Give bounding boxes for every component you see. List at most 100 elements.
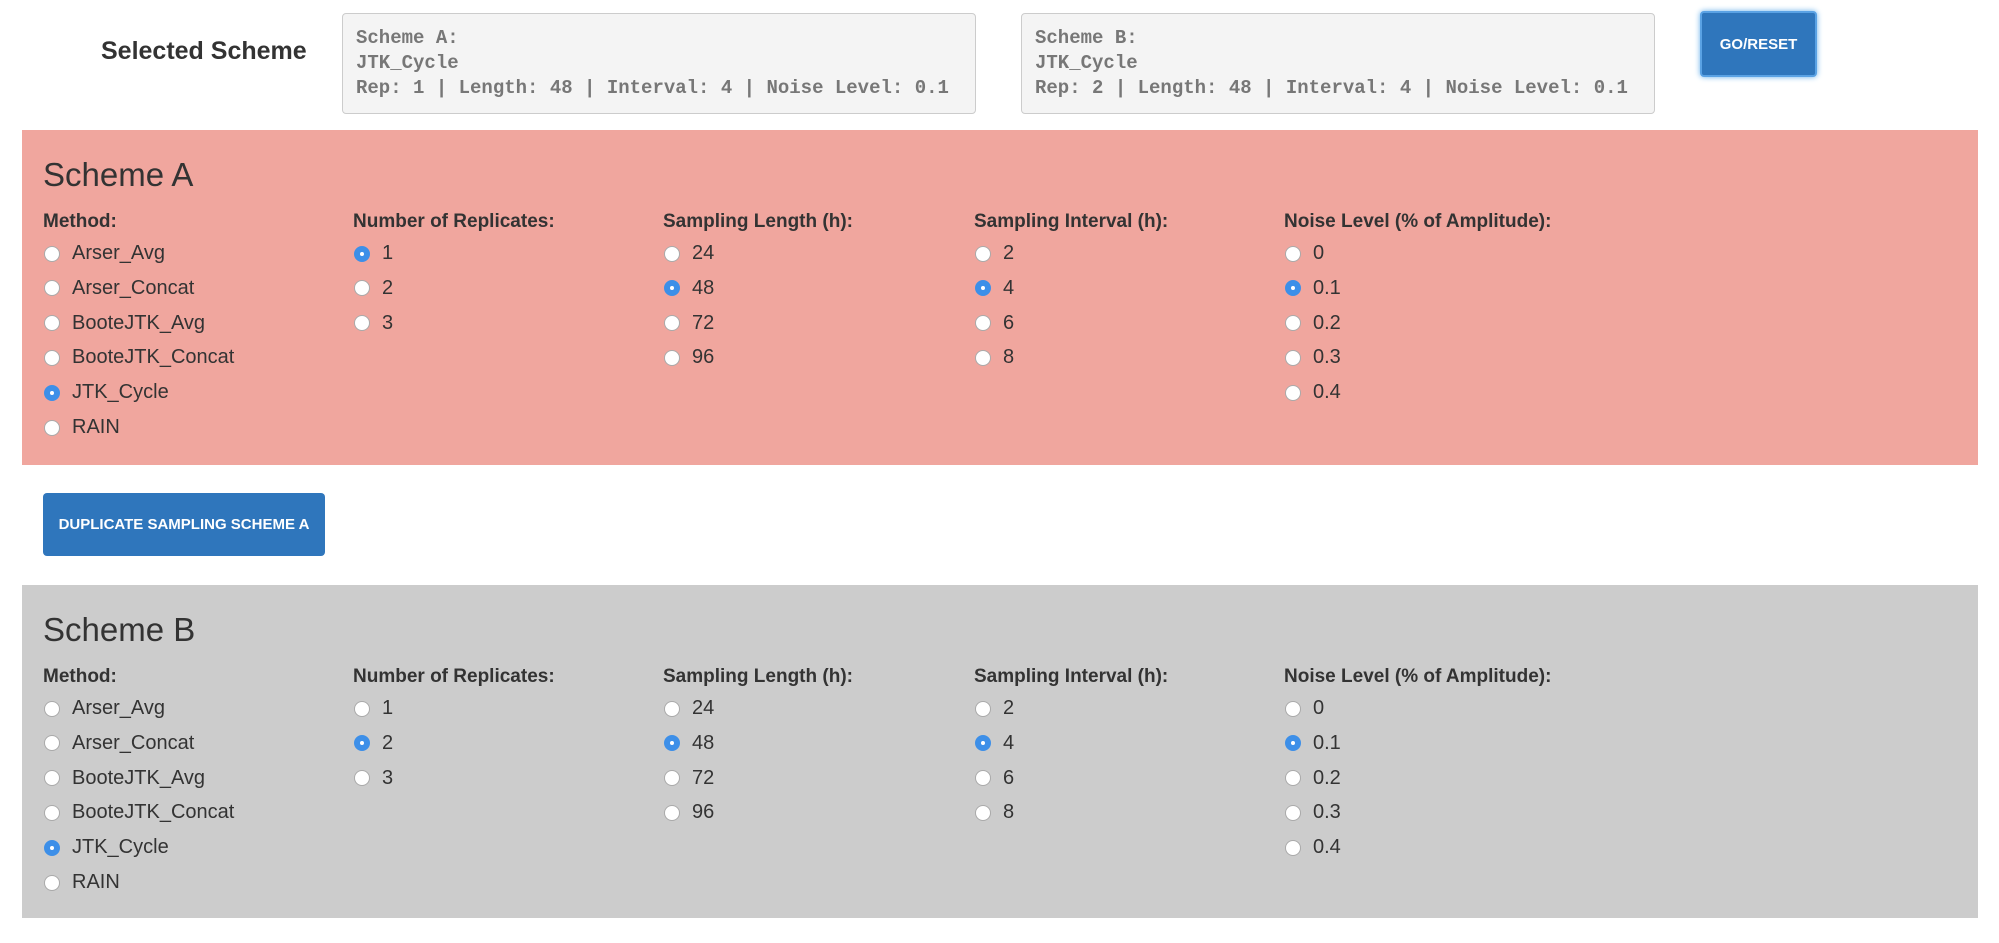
option-label: JTK_Cycle [72, 836, 169, 859]
radio-button[interactable] [354, 770, 370, 787]
radio-option[interactable]: BooteJTK_Avg [44, 767, 205, 790]
radio-button[interactable] [975, 349, 991, 366]
radio-button[interactable] [354, 280, 370, 297]
radio-option[interactable]: Arser_Avg [44, 697, 165, 720]
radio-button[interactable] [664, 245, 680, 262]
radio-button[interactable] [975, 804, 991, 821]
radio-button[interactable] [44, 770, 60, 787]
option-label: 0.1 [1313, 276, 1341, 299]
radio-option[interactable]: RAIN [44, 416, 120, 439]
radio-option[interactable]: 24 [664, 697, 714, 720]
radio-button[interactable] [44, 349, 60, 366]
radio-option[interactable]: 0.4 [1285, 381, 1341, 404]
radio-button[interactable] [1285, 245, 1301, 262]
radio-button[interactable] [664, 280, 680, 297]
radio-option[interactable]: JTK_Cycle [44, 381, 169, 404]
radio-option[interactable]: 0 [1285, 697, 1324, 720]
radio-button[interactable] [44, 874, 60, 891]
radio-button[interactable] [664, 700, 680, 717]
radio-button[interactable] [354, 315, 370, 332]
radio-option[interactable]: 48 [664, 277, 714, 300]
radio-option[interactable]: 4 [975, 277, 1014, 300]
radio-option[interactable]: 48 [664, 732, 714, 755]
radio-button[interactable] [44, 315, 60, 332]
radio-option[interactable]: 4 [975, 732, 1014, 755]
summary-line: Rep: 2 | Length: 48 | Interval: 4 | Nois… [1035, 77, 1628, 99]
radio-option[interactable]: 0 [1285, 242, 1324, 265]
radio-option[interactable]: 0.1 [1285, 277, 1341, 300]
radio-option[interactable]: 2 [975, 242, 1014, 265]
radio-option[interactable]: BooteJTK_Concat [44, 801, 234, 824]
radio-option[interactable]: 3 [354, 767, 393, 790]
group-label: Sampling Interval (h): [974, 666, 1169, 687]
radio-button[interactable] [975, 245, 991, 262]
radio-button[interactable] [44, 280, 60, 297]
radio-button[interactable] [1285, 839, 1301, 856]
radio-option[interactable]: 1 [354, 242, 393, 265]
radio-option[interactable]: 2 [354, 277, 393, 300]
radio-option[interactable]: 96 [664, 801, 714, 824]
radio-option[interactable]: 6 [975, 767, 1014, 790]
radio-option[interactable]: Arser_Concat [44, 732, 194, 755]
radio-button[interactable] [354, 735, 370, 752]
radio-button[interactable] [354, 700, 370, 717]
radio-option[interactable]: 72 [664, 767, 714, 790]
radio-button[interactable] [1285, 735, 1301, 752]
radio-button[interactable] [975, 280, 991, 297]
radio-button[interactable] [44, 245, 60, 262]
radio-button[interactable] [354, 245, 370, 262]
radio-button[interactable] [1285, 280, 1301, 297]
radio-button[interactable] [44, 839, 60, 856]
group-label: Sampling Length (h): [663, 666, 853, 687]
go-reset-button[interactable]: GO/RESET [1700, 11, 1817, 77]
radio-option[interactable]: BooteJTK_Avg [44, 312, 205, 335]
radio-option[interactable]: 2 [354, 732, 393, 755]
radio-option[interactable]: BooteJTK_Concat [44, 346, 234, 369]
option-label: 6 [1003, 766, 1015, 789]
radio-option[interactable]: 8 [975, 346, 1014, 369]
radio-option[interactable]: 0.4 [1285, 836, 1341, 859]
radio-button[interactable] [1285, 700, 1301, 717]
radio-button[interactable] [44, 419, 60, 436]
radio-button[interactable] [664, 349, 680, 366]
radio-button[interactable] [1285, 384, 1301, 401]
radio-button[interactable] [44, 735, 60, 752]
duplicate-button[interactable]: DUPLICATE SAMPLING SCHEME A [43, 493, 325, 556]
radio-option[interactable]: 0.2 [1285, 312, 1341, 335]
radio-option[interactable]: 6 [975, 312, 1014, 335]
radio-option[interactable]: 0.3 [1285, 346, 1341, 369]
radio-button[interactable] [1285, 315, 1301, 332]
radio-button[interactable] [664, 804, 680, 821]
radio-button[interactable] [975, 700, 991, 717]
radio-option[interactable]: Arser_Avg [44, 242, 165, 265]
radio-button[interactable] [664, 735, 680, 752]
radio-button[interactable] [1285, 349, 1301, 366]
radio-option[interactable]: 3 [354, 312, 393, 335]
radio-option[interactable]: Arser_Concat [44, 277, 194, 300]
radio-option[interactable]: RAIN [44, 871, 120, 894]
radio-option[interactable]: 0.3 [1285, 801, 1341, 824]
radio-button[interactable] [975, 770, 991, 787]
radio-button[interactable] [44, 384, 60, 401]
radio-option[interactable]: 24 [664, 242, 714, 265]
radio-option[interactable]: 72 [664, 312, 714, 335]
radio-button[interactable] [44, 700, 60, 717]
option-label: 8 [1003, 801, 1015, 824]
radio-button[interactable] [1285, 804, 1301, 821]
option-label: 6 [1003, 311, 1015, 334]
radio-option[interactable]: 0.1 [1285, 732, 1341, 755]
radio-option[interactable]: 8 [975, 801, 1014, 824]
option-label: 3 [382, 766, 394, 789]
radio-option[interactable]: 2 [975, 697, 1014, 720]
radio-button[interactable] [975, 735, 991, 752]
radio-option[interactable]: JTK_Cycle [44, 836, 169, 859]
radio-button[interactable] [664, 315, 680, 332]
radio-button[interactable] [664, 770, 680, 787]
radio-option[interactable]: 0.2 [1285, 767, 1341, 790]
option-label: 3 [382, 311, 394, 334]
radio-button[interactable] [44, 804, 60, 821]
radio-option[interactable]: 96 [664, 346, 714, 369]
radio-button[interactable] [975, 315, 991, 332]
radio-option[interactable]: 1 [354, 697, 393, 720]
radio-button[interactable] [1285, 770, 1301, 787]
